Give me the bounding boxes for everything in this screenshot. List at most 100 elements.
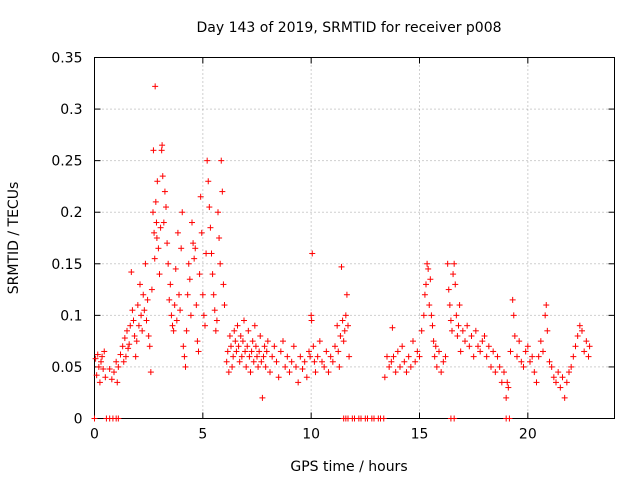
data-point (215, 209, 221, 216)
data-point (231, 327, 238, 334)
data-point (115, 363, 122, 370)
data-point (309, 250, 316, 257)
data-point (514, 353, 520, 360)
data-point (114, 379, 121, 386)
data-point (312, 369, 319, 376)
data-point (182, 363, 189, 370)
data-point (430, 338, 437, 345)
x-tick-label: 20 (519, 427, 537, 443)
data-point (224, 348, 231, 355)
data-point (119, 343, 126, 350)
data-point (131, 332, 138, 339)
data-point (343, 291, 350, 298)
data-point (314, 353, 321, 360)
data-point (520, 363, 527, 370)
data-point (140, 291, 147, 298)
data-point (537, 338, 544, 345)
data-point (235, 343, 242, 350)
data-point (576, 322, 583, 329)
data-point (189, 219, 195, 226)
data-point (228, 343, 234, 350)
data-point (229, 363, 236, 370)
data-point (496, 363, 503, 370)
data-point (200, 312, 207, 319)
data-point (128, 269, 135, 276)
data-point (412, 358, 419, 365)
data-point (172, 265, 179, 272)
data-point (122, 353, 129, 360)
x-tick-label: 0 (90, 427, 99, 443)
data-point (334, 322, 341, 329)
data-point (410, 338, 416, 345)
data-point (337, 332, 344, 339)
data-point (236, 358, 243, 365)
data-point (323, 348, 330, 355)
data-point (428, 312, 435, 319)
data-point (307, 353, 314, 360)
data-point (310, 343, 317, 350)
data-point (456, 302, 463, 309)
data-point (269, 353, 276, 360)
data-point (527, 358, 533, 365)
data-point (223, 358, 230, 365)
data-point (194, 338, 201, 345)
data-point (139, 327, 146, 334)
data-point (308, 317, 315, 324)
data-point (503, 394, 510, 401)
data-point (345, 322, 351, 329)
data-point (546, 358, 553, 365)
data-point (447, 317, 454, 324)
data-point (340, 338, 347, 345)
data-point (316, 338, 323, 345)
data-point (259, 394, 266, 401)
data-point (98, 358, 104, 365)
data-point (129, 307, 136, 314)
data-point (135, 322, 142, 329)
grid-lines (94, 57, 615, 419)
data-point (462, 338, 468, 345)
data-point (319, 358, 325, 365)
data-point (255, 363, 262, 370)
data-point (183, 327, 190, 334)
data-point (579, 327, 585, 334)
data-point (267, 369, 273, 376)
data-point (143, 317, 150, 324)
data-point (468, 332, 475, 339)
data-point (368, 415, 375, 422)
data-point (540, 348, 546, 355)
data-point (141, 307, 148, 314)
data-point (157, 224, 164, 231)
data-point (260, 353, 267, 360)
data-point (216, 235, 223, 241)
data-point (442, 353, 449, 360)
data-point (297, 353, 304, 360)
data-point (325, 369, 332, 376)
data-point (150, 147, 157, 154)
data-point (280, 338, 286, 345)
data-point (288, 358, 295, 365)
data-point (126, 341, 133, 348)
data-point (572, 343, 579, 350)
data-point (117, 351, 124, 358)
data-point (120, 358, 127, 365)
y-tick-label: 0.15 (51, 257, 82, 273)
data-point (211, 307, 218, 314)
data-point (522, 348, 529, 355)
data-point (490, 348, 497, 355)
data-point (386, 363, 393, 370)
data-point (557, 384, 564, 391)
data-point (159, 142, 166, 149)
data-point (568, 363, 575, 370)
data-point (264, 338, 271, 345)
data-point (155, 245, 162, 252)
data-point (431, 353, 438, 360)
data-point (144, 296, 151, 303)
data-point (535, 353, 542, 360)
data-point (100, 365, 107, 372)
data-point (150, 209, 156, 216)
data-point (585, 353, 592, 360)
data-point (321, 363, 328, 370)
data-point (115, 415, 122, 422)
data-point (548, 363, 555, 370)
data-point (529, 353, 536, 360)
